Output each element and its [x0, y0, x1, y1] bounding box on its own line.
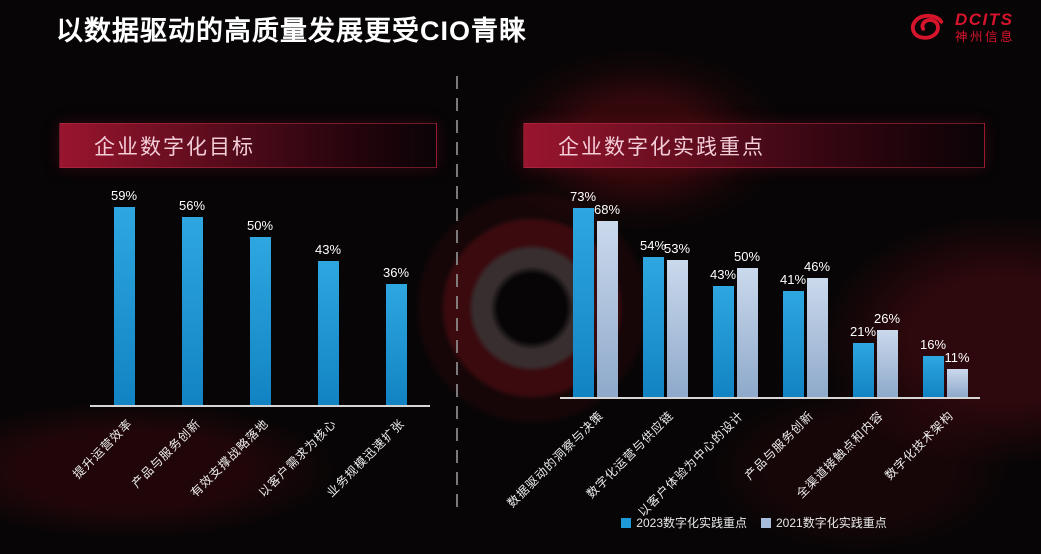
x-axis-label: 产品与服务创新 [129, 416, 204, 491]
legend-label-2023: 2023数字化实践重点 [636, 516, 747, 530]
slide-title: 以数据驱动的高质量发展更受CIO青睐 [56, 16, 528, 46]
swirl-logo-icon [910, 13, 944, 40]
value-label: 56% [178, 197, 206, 213]
legend-label-2021: 2021数字化实践重点 [776, 516, 887, 530]
bar: 16% [920, 337, 946, 397]
value-label: 36% [382, 265, 410, 281]
brand-company: 神州信息 [954, 29, 1015, 44]
bar-chart-goals: 59% 提升运营效率 56% 产品与服务创新 50% 有效支撑战略落地 43% 以客户需求为核… [70, 188, 430, 500]
bar-slot: 43% 以客户需求为核心 [256, 190, 362, 500]
bar: 41% [780, 272, 806, 397]
value-label: 50% [246, 218, 274, 234]
bar: 11% [944, 350, 970, 397]
bar: 68% [594, 202, 620, 397]
brand-name: DCITS [954, 10, 1014, 30]
value-label: 54% [639, 238, 667, 254]
value-label: 43% [314, 241, 342, 257]
bar: 46% [804, 259, 830, 397]
value-label: 50% [733, 248, 761, 264]
bar: 50% [247, 218, 273, 405]
value-label: 73% [569, 189, 597, 205]
bar-slot: 73% 68% 数据驱动的洞察与决策 [504, 189, 630, 510]
bar-slot: 21% 26% 全渠道接触点和内容 [794, 190, 910, 501]
bar: 43% [710, 267, 736, 397]
brand-logo: DCITS 神州信息 [906, 11, 1015, 44]
bar-chart-practice: 73% 68% 数据驱动的洞察与决策 54% 53% 数字化运营与供应链 43% 50% 以客户… [504, 189, 980, 520]
value-label: 53% [663, 240, 691, 256]
bar: 21% [850, 324, 876, 397]
bar: 73% [570, 189, 596, 397]
bar-group: 41% 46% [780, 190, 830, 397]
bar-slot: 50% 有效支撑战略落地 [188, 190, 294, 500]
bar-group: 16% 11% [920, 190, 970, 397]
value-label: 46% [803, 258, 831, 274]
section-divider-dashed-line [456, 76, 458, 516]
bar-group: 21% 26% [850, 190, 900, 397]
bar: 54% [640, 238, 666, 397]
bar: 50% [734, 249, 760, 397]
bar-group: 59% [111, 188, 137, 405]
bar-slot: 59% 提升运营效率 [70, 188, 158, 482]
bar-group: 54% 53% [640, 190, 690, 397]
value-label: 41% [779, 271, 807, 287]
bar-slot: 54% 53% 数字化运营与供应链 [584, 190, 700, 501]
bar-group: 43% 50% [710, 190, 760, 397]
bar: 56% [179, 198, 205, 405]
bar-group: 73% 68% [570, 189, 620, 397]
value-label: 43% [709, 266, 737, 282]
x-axis-label: 数字化技术架构 [882, 408, 957, 483]
x-axis-label: 提升运营效率 [70, 416, 136, 482]
brand-text: DCITS 神州信息 [955, 11, 1015, 44]
bar: 26% [874, 311, 900, 397]
bar-group: 56% [179, 190, 205, 405]
bar: 36% [383, 265, 409, 405]
bar-slot: 43% 50% 以客户体验为中心的设计 [635, 190, 770, 520]
bar-slot: 36% 业务规模迅速扩张 [324, 190, 430, 500]
bar: 59% [111, 188, 137, 405]
value-label: 59% [110, 187, 138, 203]
bar: 53% [664, 241, 690, 397]
value-label: 11% [944, 349, 970, 365]
bar-slot: 56% 产品与服务创新 [129, 190, 226, 491]
value-label: 21% [849, 323, 877, 339]
bar-slot: 41% 46% 产品与服务创新 [742, 190, 840, 483]
legend-item-2021: 2021数字化实践重点 [761, 514, 887, 531]
bar-group: 36% [383, 190, 409, 405]
value-label: 26% [873, 310, 901, 326]
value-label: 16% [919, 336, 947, 352]
chart-legend: 2023数字化实践重点 2021数字化实践重点 [523, 514, 985, 531]
legend-swatch-2023 [621, 517, 632, 528]
bar-group: 50% [247, 190, 273, 405]
bar-group: 43% [315, 190, 341, 405]
legend-swatch-2021 [761, 517, 771, 528]
x-axis-label: 产品与服务创新 [742, 408, 817, 483]
legend-item-2023: 2023数字化实践重点 [621, 514, 747, 531]
bar-slot: 16% 11% 数字化技术架构 [882, 190, 980, 483]
section-header-goals: 企业数字化目标 [59, 123, 437, 168]
bar: 43% [315, 242, 341, 405]
value-label: 68% [593, 202, 621, 218]
section-header-practice: 企业数字化实践重点 [523, 123, 985, 168]
